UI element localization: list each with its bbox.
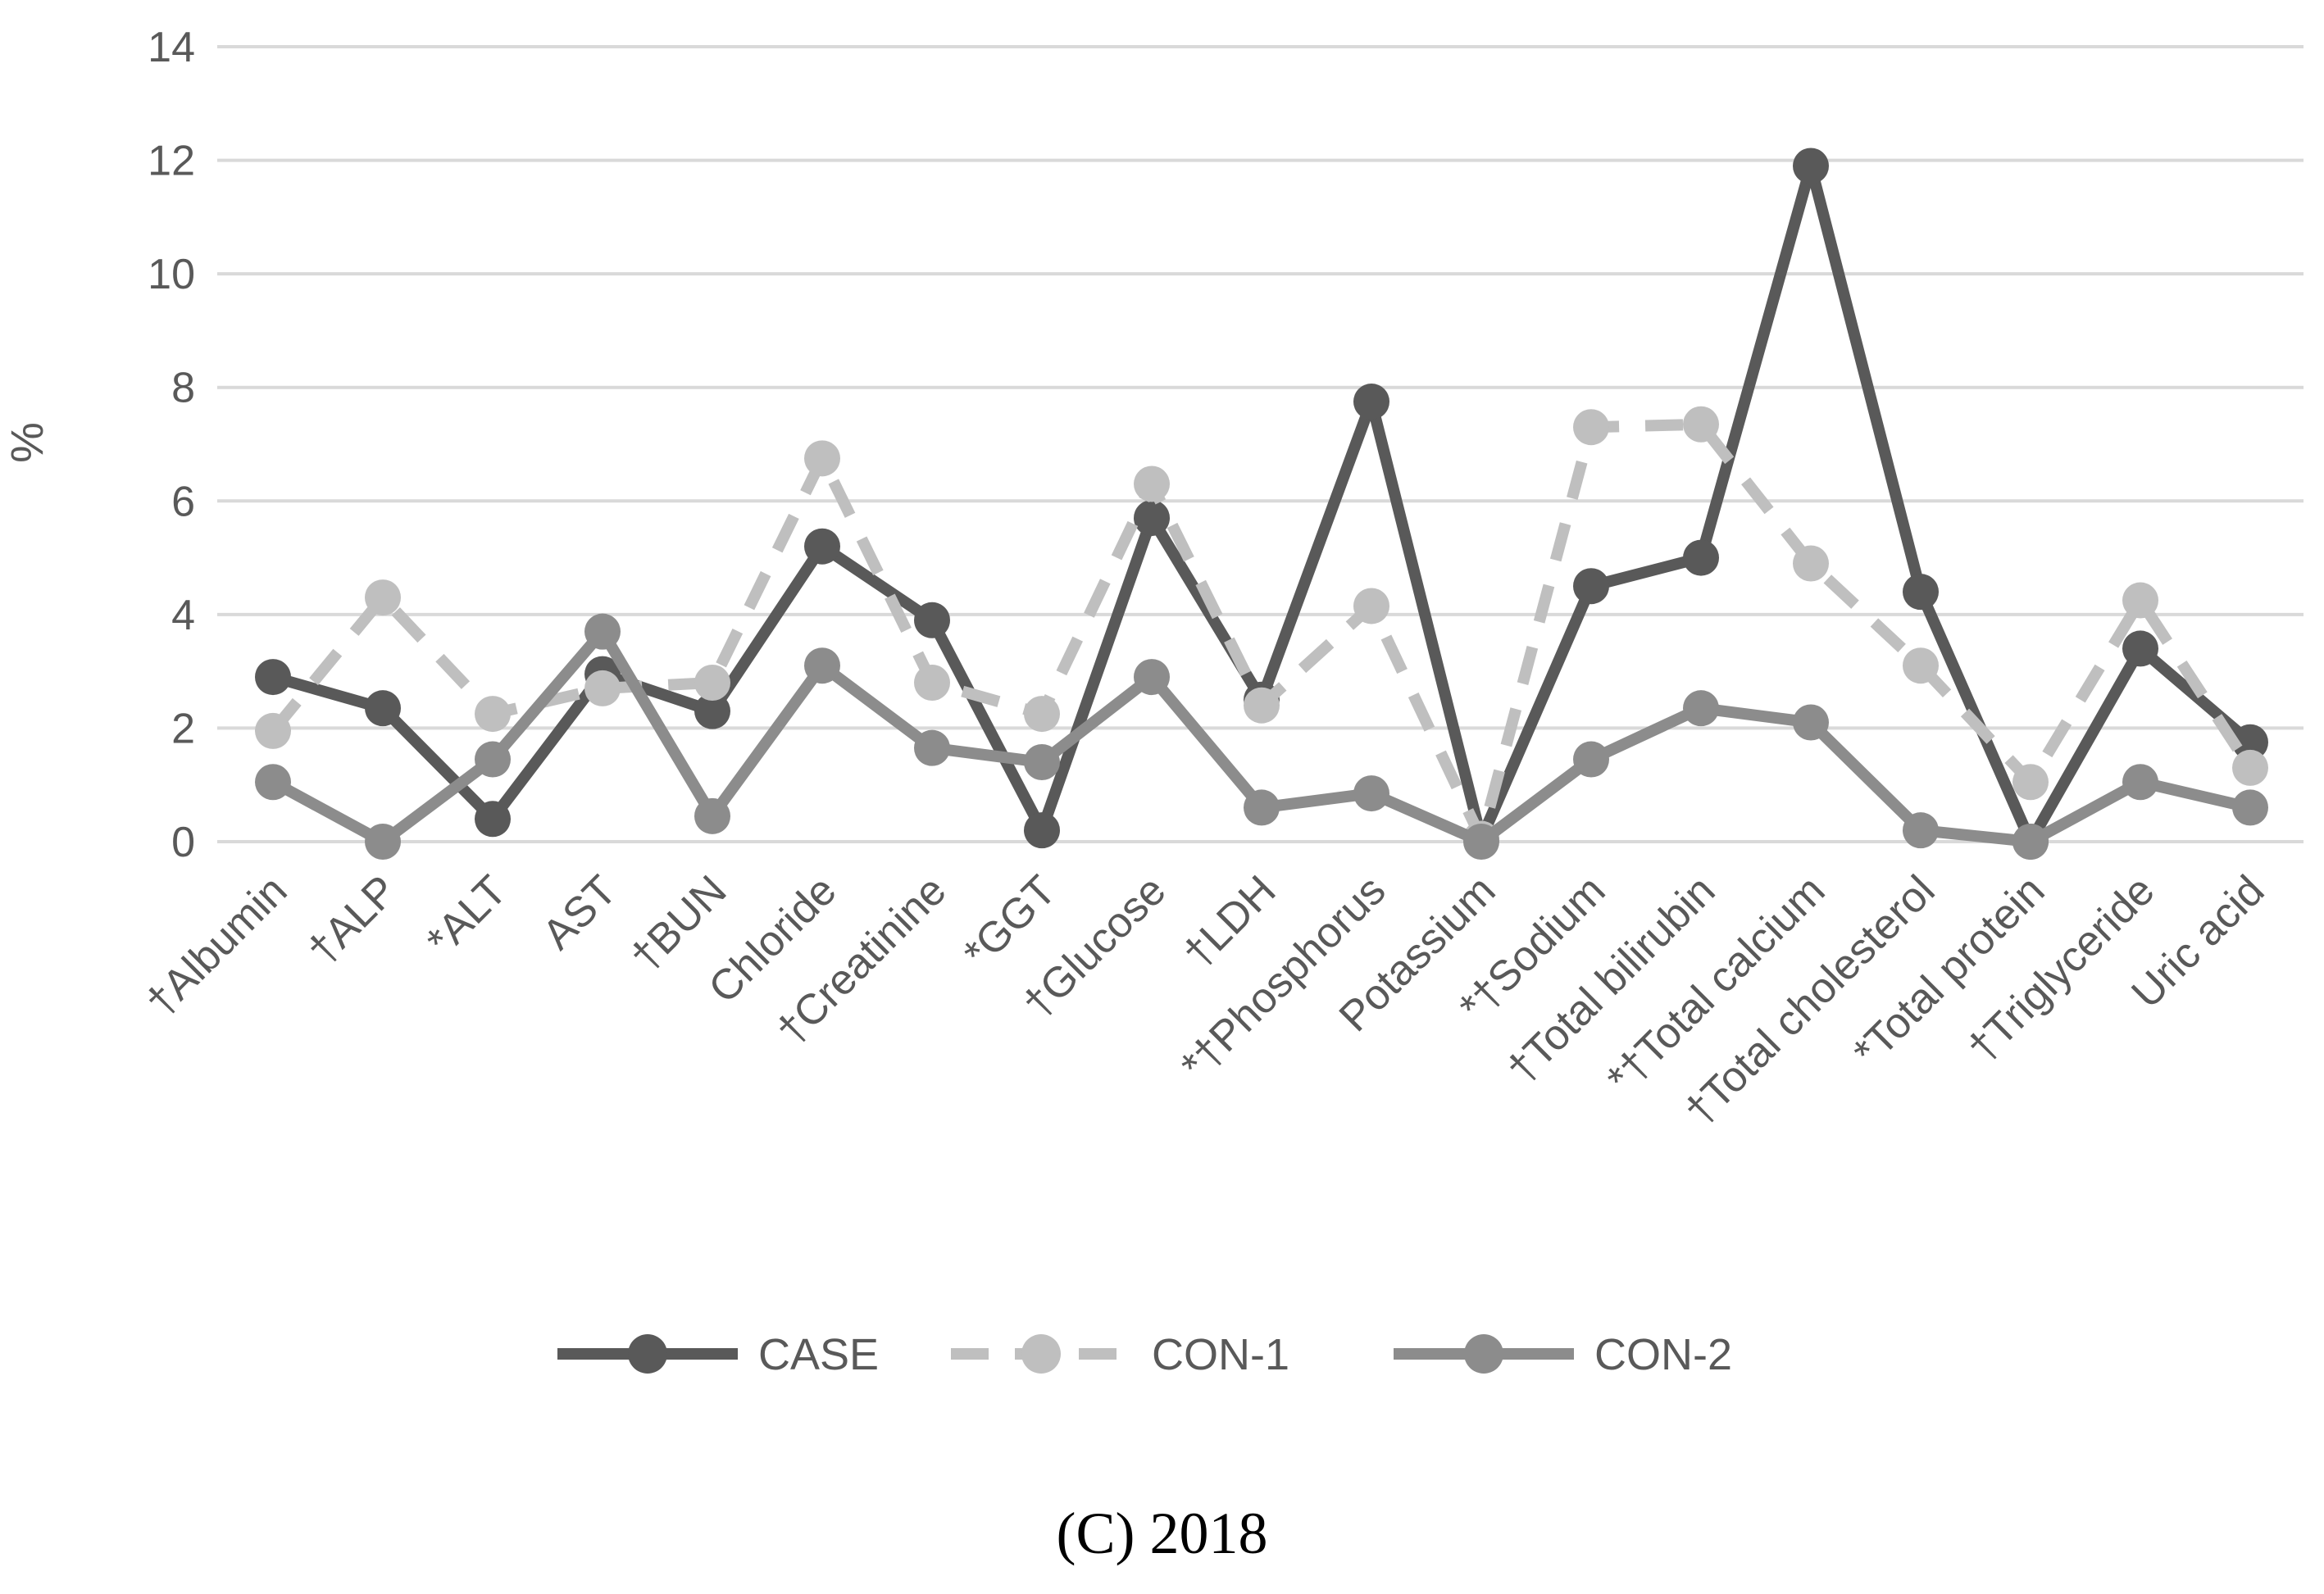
legend-label: CASE (758, 1330, 879, 1379)
y-tick-label: 8 (171, 365, 195, 412)
series-con-1 (255, 406, 2268, 857)
data-point (914, 729, 950, 766)
data-point (804, 528, 840, 565)
data-point (365, 690, 401, 727)
x-tick-label: *ALT (417, 866, 516, 965)
data-point (1134, 465, 1170, 502)
data-point (2232, 789, 2268, 826)
y-tick-label: 10 (148, 251, 195, 298)
data-point (1683, 690, 1719, 727)
x-tick-label: AST (534, 866, 626, 959)
y-axis-ticks: 0 2 4 6 8 10 12 14 (148, 24, 195, 866)
series-line (268, 418, 2255, 845)
data-point (804, 647, 840, 684)
y-tick-label: 14 (148, 24, 195, 71)
y-tick-label: 2 (171, 705, 195, 752)
series-con-2 (255, 613, 2268, 860)
data-point (2122, 630, 2158, 667)
legend: CASE CON-1 CON-2 (557, 1330, 1732, 1379)
data-point (1463, 824, 1499, 860)
data-point (1573, 568, 1609, 605)
data-point (1903, 812, 1939, 849)
legend-swatch-marker (1021, 1334, 1061, 1374)
data-point (2012, 764, 2049, 801)
data-point (914, 602, 950, 638)
data-point (694, 693, 730, 729)
data-point (1244, 789, 1280, 826)
legend-label: CON-2 (1594, 1330, 1732, 1379)
data-point (914, 665, 950, 701)
data-point (1903, 647, 1939, 684)
data-point (1573, 409, 1609, 446)
data-point (255, 659, 291, 696)
data-point (1134, 659, 1170, 696)
y-tick-label: 4 (171, 592, 195, 639)
y-tick-label: 6 (171, 478, 195, 525)
data-point (475, 801, 511, 838)
data-point (475, 741, 511, 778)
data-point (1353, 775, 1389, 812)
data-point (1024, 812, 1060, 849)
data-point (584, 613, 621, 650)
y-tick-label: 12 (148, 138, 195, 185)
legend-swatch-marker (628, 1334, 667, 1374)
x-tick-label: †Albumin (137, 866, 296, 1025)
data-point (1244, 687, 1280, 724)
data-point (1683, 539, 1719, 576)
figure-caption: (C) 2018 (1056, 1501, 1268, 1566)
data-point (1024, 744, 1060, 780)
data-point (694, 665, 730, 701)
data-point (1683, 406, 1719, 443)
data-point (1793, 704, 1829, 741)
y-axis-label: % (1, 422, 52, 463)
legend-swatch-marker (1464, 1334, 1503, 1374)
legend-item-con-1: CON-1 (951, 1330, 1289, 1379)
data-point (2232, 724, 2268, 761)
series-line (267, 160, 2256, 847)
data-point (1903, 574, 1939, 611)
y-tick-label: 0 (171, 819, 195, 866)
x-axis-ticks: †Albumin †ALP *ALT AST†BUNChloride†Creatini… (137, 866, 2273, 1134)
series-case (255, 148, 2268, 860)
data-point (1573, 741, 1609, 778)
data-point (1024, 696, 1060, 733)
legend-label: CON-1 (1152, 1330, 1289, 1379)
legend-item-case: CASE (557, 1330, 879, 1379)
data-point (255, 712, 291, 749)
legend-item-con-2: CON-2 (1394, 1330, 1732, 1379)
data-point (365, 579, 401, 616)
series-group (255, 148, 2268, 860)
x-tick-label: *Total protein (1844, 866, 2054, 1076)
data-point (2012, 824, 2049, 860)
data-point (1134, 500, 1170, 537)
data-point (1353, 384, 1389, 420)
data-point (1353, 588, 1389, 624)
data-point (2232, 749, 2268, 786)
data-point (804, 440, 840, 477)
data-point (2122, 764, 2158, 801)
data-point (365, 824, 401, 860)
data-point (1793, 148, 1829, 184)
data-point (584, 670, 621, 706)
data-point (1793, 545, 1829, 582)
x-tick-label: †ALP (299, 866, 407, 974)
data-point (475, 696, 511, 733)
data-point (255, 764, 291, 801)
data-point (694, 797, 730, 834)
data-point (2122, 582, 2158, 619)
